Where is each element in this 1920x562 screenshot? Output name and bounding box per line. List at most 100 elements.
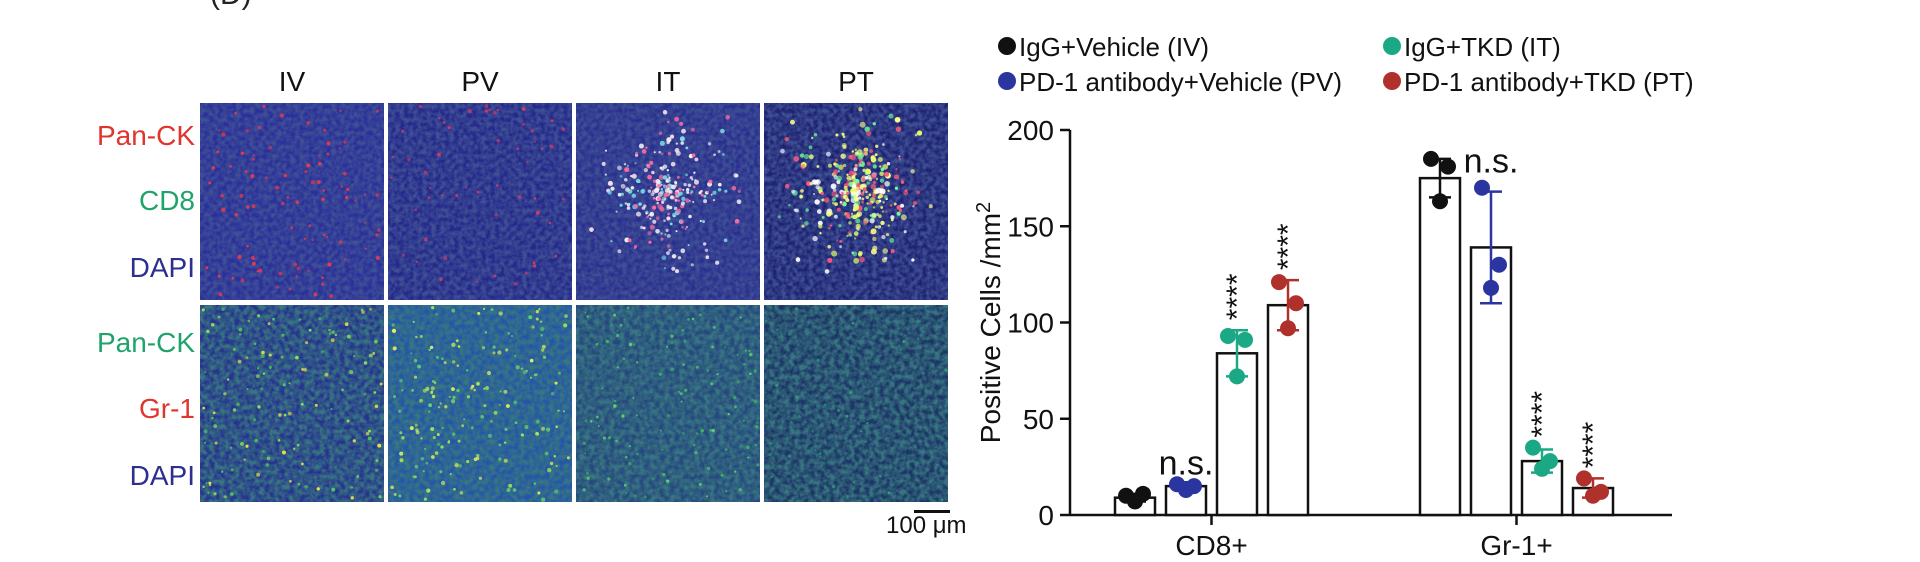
fluorescence-speckle — [646, 215, 649, 219]
fluorescence-speckle — [330, 338, 335, 343]
fluorescence-speckle — [755, 425, 759, 429]
fluorescence-speckle — [409, 426, 414, 431]
data-point — [1432, 193, 1448, 210]
fluorescence-speckle — [526, 160, 529, 164]
fluorescence-speckle — [540, 327, 545, 332]
fluorescence-speckle — [895, 126, 902, 132]
fluorescence-speckle — [566, 456, 570, 460]
fluorescence-speckle — [766, 360, 770, 364]
fluorescence-speckle — [275, 285, 279, 289]
fluorescence-speckle — [429, 345, 434, 350]
fluorescence-speckle — [250, 255, 256, 261]
fluorescence-speckle — [706, 190, 710, 194]
significance-label: n.s. — [1159, 444, 1214, 482]
fluorescence-speckle — [484, 331, 488, 334]
fluorescence-speckle — [379, 382, 383, 386]
fluorescence-speckle — [898, 208, 903, 213]
fluorescence-speckle — [704, 248, 709, 252]
fluorescence-speckle — [506, 488, 511, 492]
fluorescence-speckle — [549, 144, 554, 149]
fluorescence-speckle — [616, 329, 619, 332]
fluorescence-speckle — [529, 358, 534, 363]
fluorescence-speckle — [202, 485, 205, 489]
fluorescence-speckle — [344, 195, 349, 200]
fluorescence-speckle — [268, 353, 272, 357]
fluorescence-speckle — [833, 169, 839, 175]
fluorescence-speckle — [512, 488, 517, 492]
fluorescence-speckle — [232, 408, 237, 412]
fluorescence-speckle — [431, 455, 435, 459]
fluorescence-speckle — [614, 399, 617, 403]
fluorescence-speckle — [426, 488, 431, 493]
fluorescence-speckle — [373, 391, 377, 394]
fluorescence-speckle — [477, 311, 481, 315]
fluorescence-speckle — [799, 194, 803, 198]
fluorescence-speckle — [201, 308, 205, 312]
fluorescence-speckle — [240, 278, 245, 283]
fluorescence-speckle — [800, 189, 804, 193]
fluorescence-speckle — [626, 164, 629, 167]
fluorescence-speckle — [875, 199, 880, 205]
fluorescence-speckle — [260, 354, 265, 359]
fluorescence-speckle — [216, 150, 220, 154]
fluorescence-speckle — [833, 162, 837, 166]
fluorescence-speckle — [828, 226, 831, 230]
fluorescence-speckle — [711, 345, 714, 349]
fluorescence-speckle — [837, 170, 840, 173]
fluorescence-speckle — [679, 136, 685, 142]
fluorescence-speckle — [795, 395, 799, 399]
data-point — [1525, 439, 1541, 456]
fluorescence-speckle — [439, 470, 443, 474]
fluorescence-speckle — [428, 403, 433, 408]
fluorescence-speckle — [660, 187, 664, 191]
fluorescence-speckle — [889, 238, 895, 243]
fluorescence-speckle — [344, 258, 347, 261]
fluorescence-speckle — [652, 179, 657, 184]
fluorescence-speckle — [584, 419, 588, 423]
data-point — [1280, 320, 1296, 337]
fluorescence-speckle — [326, 141, 331, 146]
fluorescence-speckle — [853, 231, 859, 236]
fluorescence-speckle — [281, 201, 285, 206]
legend-marker — [998, 37, 1016, 55]
stain-label: CD8 — [138, 185, 195, 216]
data-point — [1483, 279, 1499, 296]
fluorescence-speckle — [830, 224, 833, 227]
fluorescence-speckle — [706, 495, 709, 498]
fluorescence-speckle — [683, 339, 687, 343]
fluorescence-speckle — [649, 160, 654, 165]
fluorescence-speckle — [685, 198, 690, 203]
fluorescence-speckle — [677, 391, 680, 393]
fluorescence-speckle — [902, 311, 905, 315]
fluorescence-speckle — [375, 256, 380, 260]
fluorescence-speckle — [391, 155, 395, 159]
fluorescence-speckle — [427, 196, 431, 200]
fluorescence-speckle — [880, 220, 885, 226]
x-tick-label: CD8+ — [1175, 530, 1247, 561]
fluorescence-speckle — [874, 225, 878, 229]
fluorescence-speckle — [372, 352, 376, 355]
fluorescence-speckle — [879, 165, 882, 168]
fluorescence-speckle — [657, 183, 662, 188]
fluorescence-speckle — [707, 142, 712, 146]
fluorescence-speckle — [797, 414, 801, 418]
fluorescence-speckle — [507, 332, 511, 335]
fluorescence-speckle — [915, 461, 919, 464]
fluorescence-speckle — [535, 210, 540, 215]
fluorescence-speckle — [692, 201, 695, 203]
bar — [1266, 303, 1310, 517]
fluorescence-speckle — [323, 128, 327, 132]
fluorescence-speckle — [780, 148, 785, 154]
fluorescence-speckle — [866, 161, 871, 166]
fluorescence-speckle — [624, 202, 628, 205]
fluorescence-speckle — [896, 205, 902, 210]
fluorescence-speckle — [435, 355, 440, 359]
fluorescence-speckle — [338, 147, 341, 150]
fluorescence-speckle — [862, 187, 867, 192]
fluorescence-speckle — [282, 450, 286, 455]
fluorescence-speckle — [768, 453, 771, 457]
fluorescence-speckle — [710, 193, 713, 196]
fluorescence-speckle — [430, 426, 435, 432]
fluorescence-speckle — [391, 323, 395, 327]
fluorescence-speckle — [297, 483, 301, 486]
